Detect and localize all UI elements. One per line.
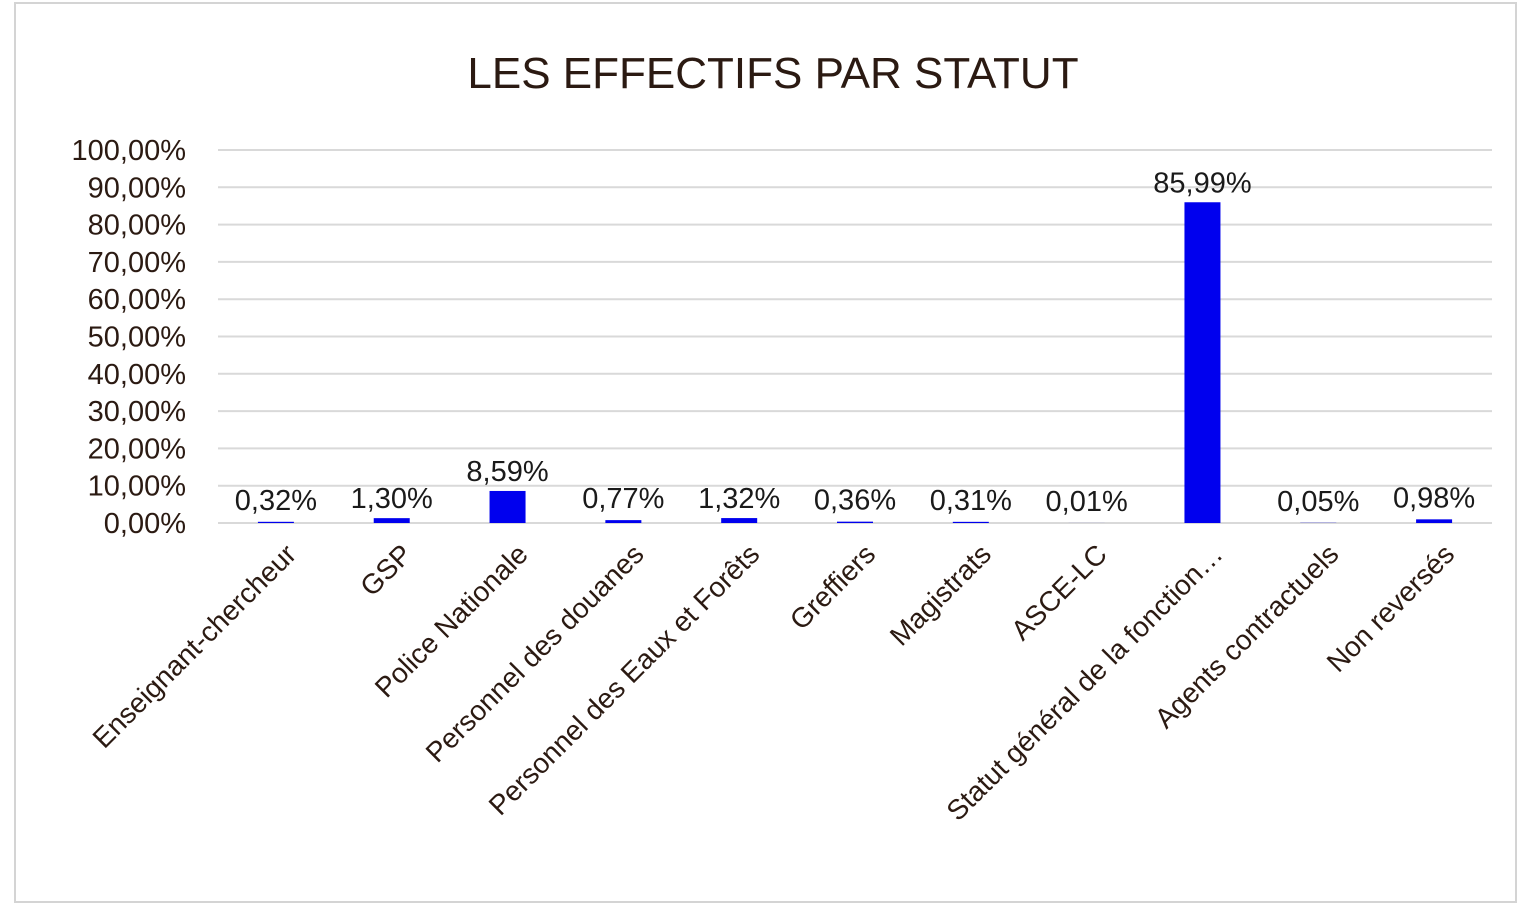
data-label: 0,31% [930,485,1012,517]
category-label: Personnel des douanes [420,538,650,768]
bar [257,521,294,523]
bar [373,518,410,523]
y-tick-label: 70,00% [88,247,186,279]
y-tick-label: 10,00% [88,471,186,503]
category-label: ASCE-LC [1005,538,1113,646]
data-label: 1,30% [351,483,433,515]
data-label: 8,59% [466,456,548,488]
bar [1416,519,1453,523]
y-tick-label: 0,00% [104,508,186,540]
y-tick-label: 100,00% [72,135,187,167]
bar [605,520,642,523]
bar [721,518,758,523]
data-label: 0,77% [582,483,664,515]
chart-frame [14,2,1517,903]
y-tick-label: 90,00% [88,172,186,204]
y-tick-label: 20,00% [88,433,186,465]
data-label: 0,32% [235,485,317,517]
category-label: Magistrats [884,538,997,651]
chart-title: LES EFFECTIFS PAR STATUT [467,49,1078,98]
gridlines [218,149,1492,524]
bar [837,521,873,523]
data-label: 0,98% [1393,482,1475,514]
data-label: 0,01% [1046,486,1128,518]
y-tick-label: 40,00% [88,359,186,391]
bars [257,202,1453,523]
data-label: 1,32% [698,483,780,515]
y-tick-label: 80,00% [88,210,186,242]
data-label: 0,36% [814,485,896,517]
y-tick-label: 30,00% [88,396,186,428]
data-label: 85,99% [1153,167,1251,199]
bar [489,490,526,523]
bar [1184,202,1221,523]
y-axis-ticks: 0,00% 10,00% 20,00% 30,00% 40,00% 50,00% 60,00… [72,135,187,540]
bar [952,521,989,523]
y-tick-label: 50,00% [88,322,186,354]
category-label: GSP [354,538,418,602]
data-labels: 0,32% 1,30% 8,59% 0,77% 1,32% 0,36% 0,31% 0,01%… [235,167,1475,518]
y-tick-label: 60,00% [88,284,186,316]
category-label: Greffiers [784,538,881,635]
category-label: Enseignant-chercheur [87,538,303,754]
data-label: 0,05% [1277,486,1359,518]
